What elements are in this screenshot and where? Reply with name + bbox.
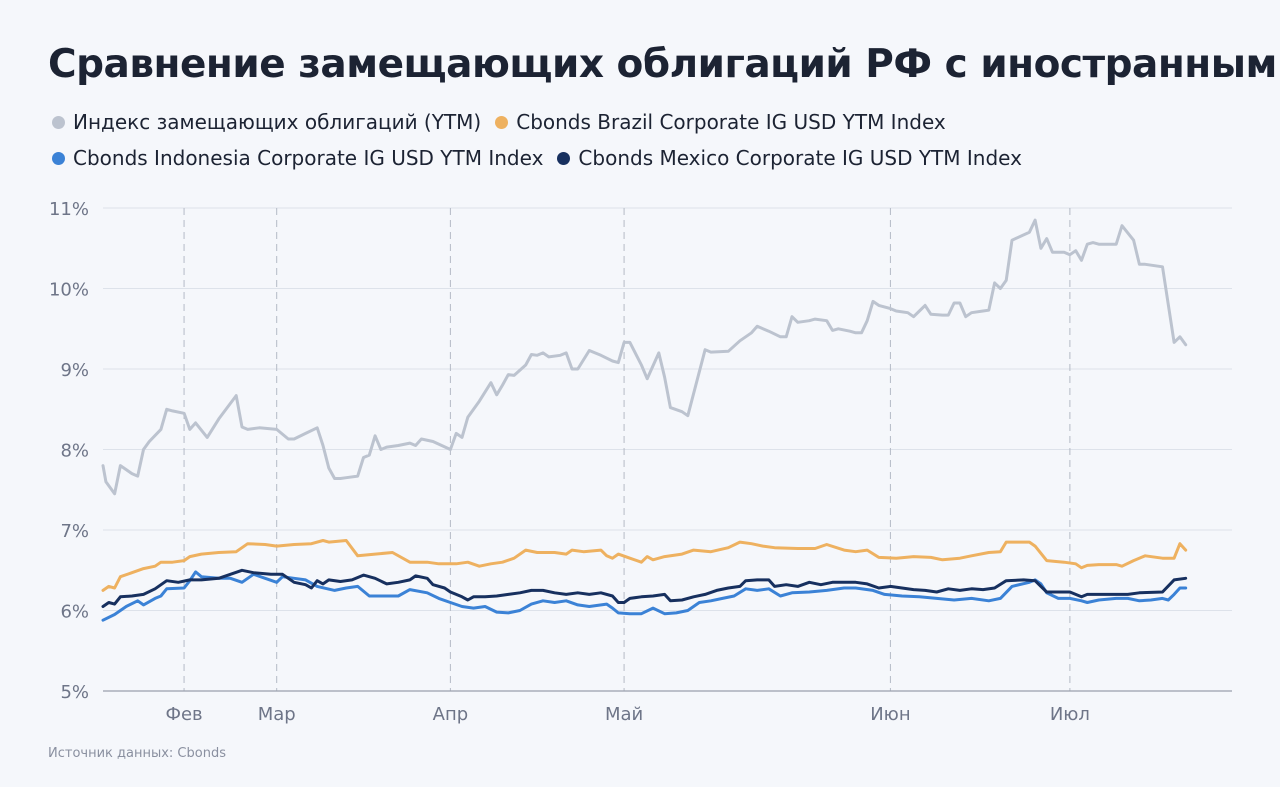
series-line-1: [101, 539, 1188, 592]
y-tick-label: 7%: [60, 521, 89, 542]
series-line-3: [101, 568, 1188, 608]
legend-label-russia-replacement-index: Индекс замещающих облигаций (YTM): [73, 110, 482, 134]
data-source-note: Источник данных: Cbonds: [48, 746, 226, 761]
legend-label-brazil: Cbonds Brazil Corporate IG USD YTM Index: [516, 110, 946, 134]
y-tick-label: 8%: [60, 441, 89, 462]
legend-item-indonesia: Cbonds Indonesia Corporate IG USD YTM In…: [52, 146, 543, 170]
legend-row-1: Индекс замещающих облигаций (YTM) Cbonds…: [52, 104, 1232, 140]
series-line-0: [101, 218, 1188, 496]
legend-swatch-russia-replacement-index: [52, 115, 65, 129]
legend-label-indonesia: Cbonds Indonesia Corporate IG USD YTM In…: [73, 146, 544, 170]
x-tick-label: Апр: [433, 704, 469, 725]
x-gridlines: [183, 208, 1071, 691]
x-tick-label: Июн: [870, 704, 910, 725]
legend-row-2: Cbonds Indonesia Corporate IG USD YTM In…: [52, 140, 1232, 176]
y-gridlines: [103, 207, 1232, 611]
legend-item-mexico: Cbonds Mexico Corporate IG USD YTM Index: [557, 146, 1022, 170]
legend-swatch-mexico: [557, 151, 571, 165]
y-axis-tick-labels: 5% 6% 7% 8% 9% 10% 11%: [49, 199, 89, 703]
x-tick-label: Фев: [165, 704, 202, 725]
legend-item-brazil: Cbonds Brazil Corporate IG USD YTM Index: [495, 110, 946, 134]
y-tick-label: 9%: [60, 360, 89, 381]
x-axis-tick-labels: Фев Мар Апр Май Июн Июл: [165, 704, 1089, 725]
series-lines: [101, 218, 1188, 622]
legend-item-russia-replacement-index: Индекс замещающих облигаций (YTM): [52, 110, 481, 134]
y-tick-label: 11%: [49, 199, 89, 220]
legend-swatch-indonesia: [52, 151, 65, 165]
y-tick-label: 5%: [60, 682, 89, 703]
x-tick-label: Май: [605, 704, 643, 725]
legend-swatch-brazil: [495, 115, 509, 129]
y-tick-label: 10%: [49, 280, 89, 301]
x-tick-label: Июл: [1050, 704, 1090, 725]
legend-label-mexico: Cbonds Mexico Corporate IG USD YTM Index: [578, 146, 1022, 170]
y-tick-label: 6%: [60, 602, 89, 623]
x-tick-label: Мар: [258, 704, 296, 725]
chart-title: Сравнение замещающих облигаций РФ с инос…: [48, 42, 1280, 87]
chart-legend: Индекс замещающих облигаций (YTM) Cbonds…: [52, 104, 1232, 176]
